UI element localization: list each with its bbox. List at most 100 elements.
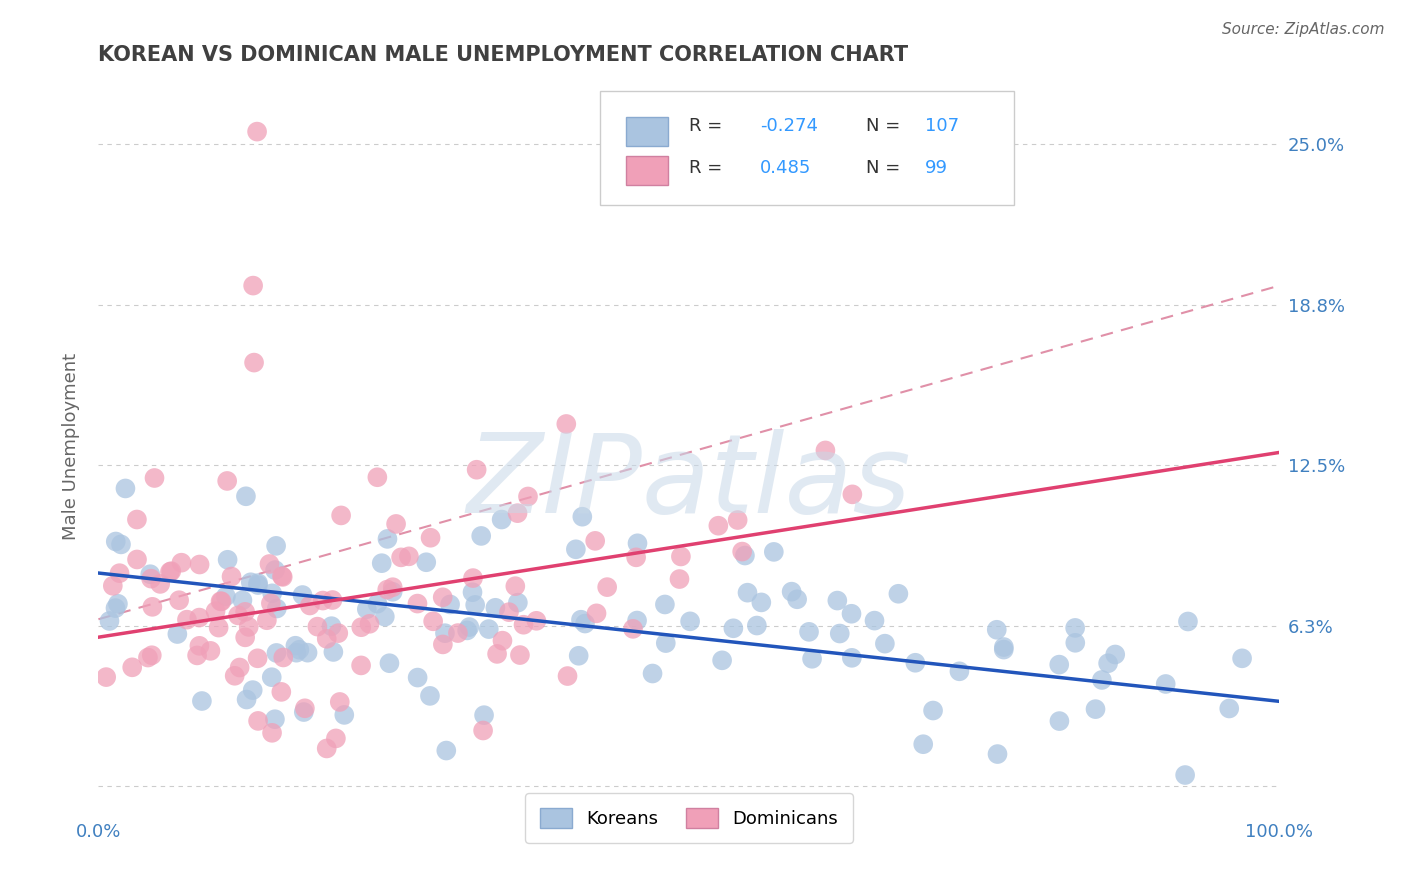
Point xyxy=(104,601,127,615)
Point xyxy=(288,642,311,657)
Point xyxy=(228,660,250,674)
Point xyxy=(731,544,754,558)
Point xyxy=(456,624,478,638)
Text: -0.274: -0.274 xyxy=(759,118,818,136)
Point xyxy=(912,737,935,751)
Point xyxy=(294,701,316,715)
Text: 107: 107 xyxy=(925,118,959,136)
Point xyxy=(464,598,486,612)
Point xyxy=(669,549,692,564)
Point xyxy=(321,619,343,633)
Point xyxy=(350,658,373,673)
Point xyxy=(461,585,484,599)
Point xyxy=(378,657,401,671)
Point xyxy=(224,669,246,683)
Point xyxy=(434,743,457,757)
Point xyxy=(381,580,404,594)
Point xyxy=(505,579,527,593)
Point xyxy=(565,542,588,557)
Point xyxy=(1097,657,1119,671)
Point xyxy=(626,536,648,550)
Point xyxy=(655,636,678,650)
Point xyxy=(797,624,820,639)
Point xyxy=(188,639,211,653)
Point xyxy=(557,669,579,683)
Point xyxy=(204,604,226,618)
Point xyxy=(366,597,388,611)
Point xyxy=(1154,677,1177,691)
Point xyxy=(786,592,808,607)
Point xyxy=(585,607,607,621)
Point xyxy=(114,482,136,496)
Point xyxy=(141,648,163,663)
Point xyxy=(406,597,429,611)
Point xyxy=(160,564,183,578)
Point xyxy=(297,646,319,660)
Point xyxy=(517,490,540,504)
Point xyxy=(141,599,163,614)
Text: Source: ZipAtlas.com: Source: ZipAtlas.com xyxy=(1222,22,1385,37)
Point xyxy=(356,602,378,616)
Point xyxy=(1177,615,1199,629)
Point xyxy=(271,570,294,584)
Point xyxy=(259,557,281,571)
Point xyxy=(298,599,321,613)
Point xyxy=(101,579,124,593)
Point xyxy=(668,572,690,586)
Point xyxy=(159,565,181,579)
Point xyxy=(321,593,343,607)
Point xyxy=(1091,673,1114,687)
Point xyxy=(506,506,529,520)
Point xyxy=(422,615,444,629)
Point xyxy=(526,614,548,628)
Point xyxy=(186,648,208,663)
Point xyxy=(260,596,283,610)
Point xyxy=(98,614,121,628)
Point xyxy=(247,578,270,592)
Point xyxy=(350,620,373,634)
Text: R =: R = xyxy=(689,118,723,136)
Point xyxy=(264,563,287,577)
Point xyxy=(330,508,353,523)
Point xyxy=(780,584,803,599)
Point xyxy=(211,594,233,608)
Point xyxy=(841,487,863,501)
Text: R =: R = xyxy=(689,159,723,177)
Point xyxy=(167,593,190,607)
Point xyxy=(734,549,756,563)
Point xyxy=(107,597,129,611)
Point xyxy=(136,650,159,665)
Text: 0.485: 0.485 xyxy=(759,159,811,177)
Point xyxy=(472,708,495,723)
Y-axis label: Male Unemployment: Male Unemployment xyxy=(62,352,80,540)
Point xyxy=(447,626,470,640)
Point xyxy=(828,626,851,640)
Point xyxy=(491,512,513,526)
Point xyxy=(312,593,335,607)
FancyBboxPatch shape xyxy=(626,117,668,146)
Point xyxy=(461,571,484,585)
Point xyxy=(922,704,945,718)
Point xyxy=(233,605,256,619)
FancyBboxPatch shape xyxy=(626,155,668,185)
Point xyxy=(506,596,529,610)
Point xyxy=(381,584,404,599)
Point xyxy=(247,714,270,728)
Point xyxy=(270,685,292,699)
Point xyxy=(266,601,288,615)
Point xyxy=(841,607,863,621)
Point xyxy=(419,689,441,703)
Text: KOREAN VS DOMINICAN MALE UNEMPLOYMENT CORRELATION CHART: KOREAN VS DOMINICAN MALE UNEMPLOYMENT CO… xyxy=(98,45,908,65)
Point xyxy=(110,537,132,551)
Point xyxy=(231,593,253,607)
Point xyxy=(583,533,606,548)
Point xyxy=(104,534,127,549)
Point xyxy=(433,626,456,640)
Point xyxy=(375,582,398,597)
Point xyxy=(209,594,232,608)
Point xyxy=(125,512,148,526)
Point xyxy=(432,637,454,651)
Point xyxy=(470,529,492,543)
Point xyxy=(262,586,284,600)
Point xyxy=(745,618,768,632)
